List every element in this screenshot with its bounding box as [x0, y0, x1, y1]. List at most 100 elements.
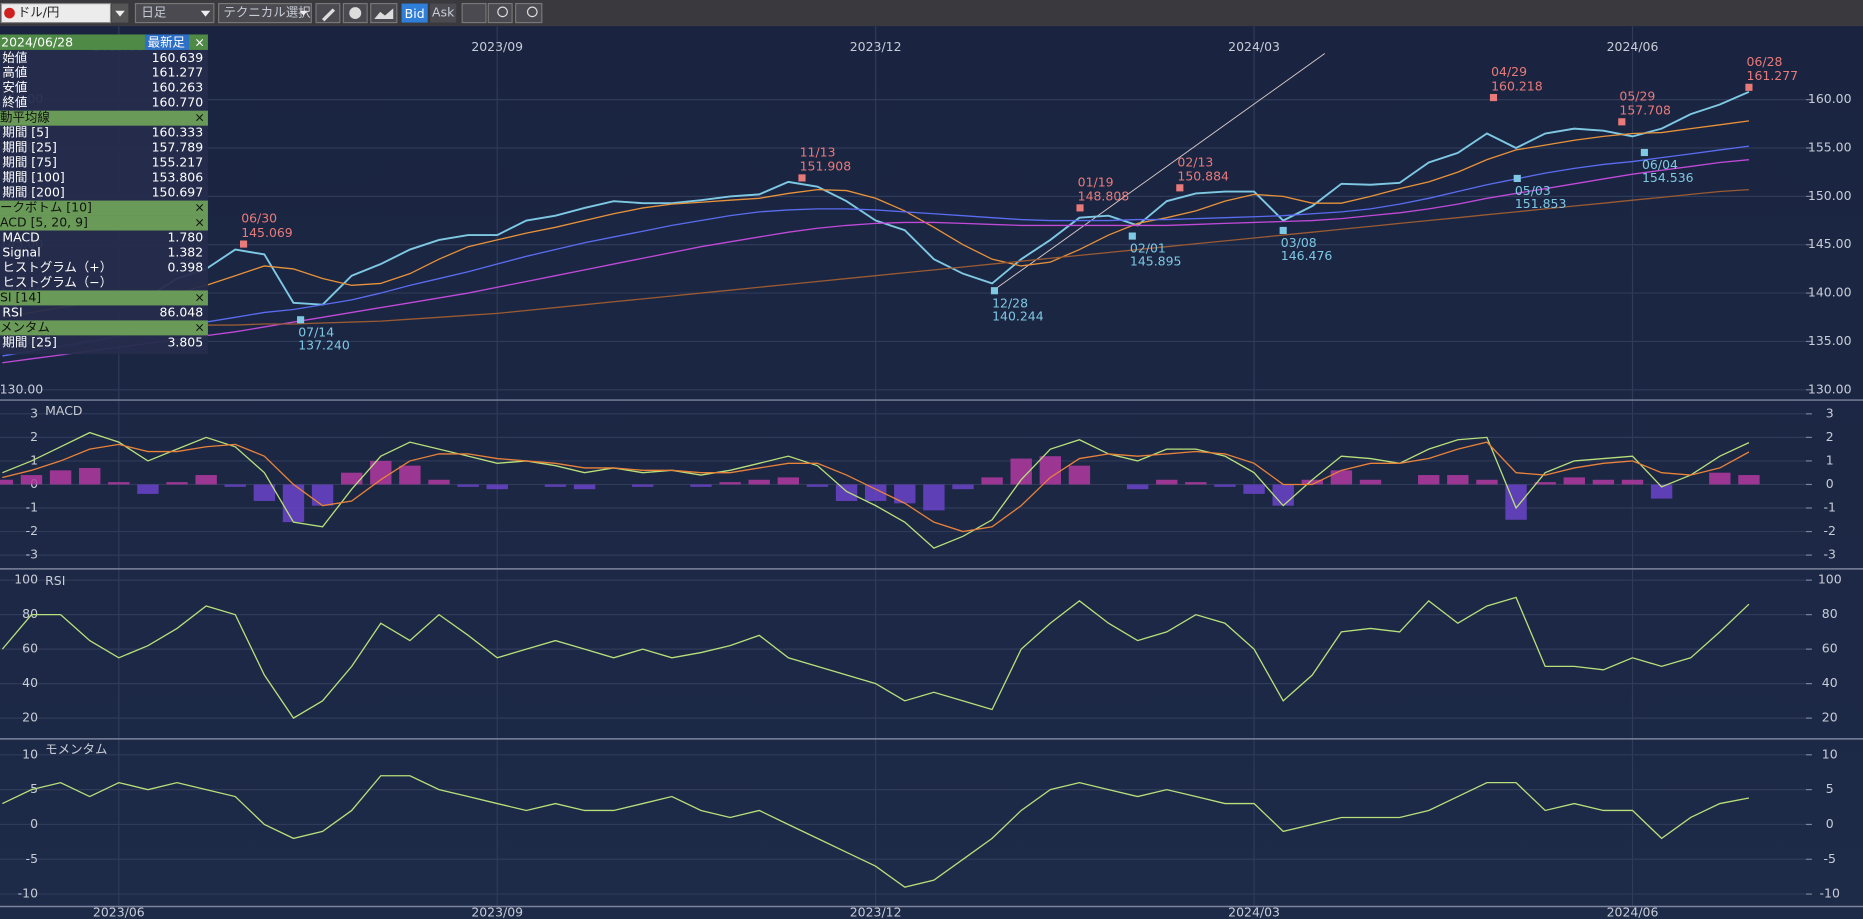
symbol-select[interactable]: [0, 2, 112, 24]
series-line: [1, 91, 1750, 314]
y-tick-label-right: 2: [1826, 429, 1834, 444]
close-button[interactable]: ×: [194, 215, 204, 230]
histogram-bar: [0, 479, 14, 485]
y-tick-label-right: 155.00: [1808, 140, 1852, 155]
zoom-in-button[interactable]: [515, 2, 543, 24]
y-tick-label-right: -3: [1824, 547, 1836, 562]
info-value: 161.277: [152, 65, 204, 80]
info-value: 1.780: [167, 230, 203, 245]
histogram-bar: [370, 460, 392, 485]
badge-text: 最新足: [148, 34, 186, 49]
y-tick-label-right: 100: [1818, 572, 1842, 587]
info-label: ヒストグラム（−）: [2, 274, 112, 289]
series-line: [1, 596, 1750, 719]
extreme-value: 148.808: [1078, 189, 1130, 204]
y-tick-label-right: -1: [1824, 500, 1836, 515]
close-button[interactable]: ×: [194, 110, 204, 125]
extreme-marker: [1640, 148, 1648, 157]
y-tick-label-left: 10: [22, 746, 38, 761]
series-line: [2, 775, 1750, 888]
extreme-date: 04/29: [1491, 64, 1527, 79]
symbol-text: ドル/円: [18, 5, 60, 20]
info-label: 期間 [25]: [2, 140, 56, 155]
histogram-bar: [573, 484, 596, 490]
ask-button[interactable]: [430, 3, 457, 23]
info-label: 終値: [2, 95, 27, 110]
histogram-bar: [1505, 484, 1527, 520]
timeframe-text: 日足: [141, 5, 166, 20]
indicator-button[interactable]: [461, 2, 487, 24]
extreme-value: 161.277: [1747, 68, 1799, 83]
histogram-bar: [1650, 484, 1673, 499]
time-label-top: 2024/03: [1228, 39, 1280, 54]
extreme-marker: [1176, 184, 1184, 192]
time-label-bottom: 2024/06: [1607, 905, 1659, 919]
info-label: 期間 [75]: [2, 155, 56, 170]
histogram-bar: [1534, 482, 1556, 485]
info-value: 160.770: [152, 95, 204, 110]
y-tick-label-right: 60: [1822, 641, 1838, 656]
close-button[interactable]: ×: [194, 200, 204, 215]
info-value: 160.639: [152, 50, 204, 65]
y-tick-label-right: 0: [1826, 816, 1834, 831]
histogram-bar: [632, 484, 654, 487]
info-label: RSI: [2, 304, 22, 319]
histogram-bar: [1563, 477, 1585, 485]
histogram-bar: [1418, 475, 1440, 485]
extreme-date: 05/03: [1515, 183, 1551, 198]
y-tick-label-left: 100: [14, 572, 38, 587]
histogram-bar: [1156, 479, 1178, 485]
dropdown-arrow: [299, 10, 308, 16]
histogram-bar: [719, 482, 741, 485]
trend-line: [991, 53, 1326, 292]
extreme-marker: [1279, 226, 1287, 235]
histogram-bar: [835, 484, 858, 501]
series-line: [2, 188, 1749, 327]
zoom-icon: [526, 6, 538, 18]
y-tick-label-right: 80: [1822, 606, 1838, 621]
info-label: 期間 [100]: [2, 170, 64, 185]
close-button[interactable]: ×: [194, 34, 204, 49]
section-bg: [0, 290, 208, 306]
y-tick-label-right: 3: [1826, 405, 1834, 420]
y-tick-label-right: 5: [1826, 781, 1834, 796]
y-tick-label-left: 2: [30, 429, 38, 444]
time-label-top: 2023/12: [850, 39, 902, 54]
timeframe-select[interactable]: [134, 2, 215, 24]
section-bg: [0, 110, 208, 126]
histogram-bar: [1447, 475, 1469, 485]
info-label: 期間 [200]: [2, 185, 64, 200]
bid-button[interactable]: [401, 3, 428, 23]
y-tick-label-right: 135.00: [1808, 333, 1852, 348]
series-line: [2, 120, 1750, 318]
close-button[interactable]: ×: [194, 289, 204, 304]
y-tick-label-left: -10: [18, 886, 38, 901]
y-tick-label-left: 80: [22, 606, 38, 621]
section-title: SI [14]: [0, 289, 41, 304]
extreme-date: 05/29: [1619, 88, 1655, 103]
extreme-value: 140.244: [992, 308, 1044, 323]
extreme-value: 151.853: [1515, 196, 1567, 211]
histogram-bar: [1330, 470, 1353, 485]
extreme-marker: [798, 174, 806, 182]
y-tick-label-left: -2: [26, 523, 38, 538]
histogram-bar: [1068, 465, 1091, 485]
extreme-date: 03/08: [1281, 235, 1317, 250]
histogram-bar: [1243, 484, 1265, 494]
histogram-bar: [79, 467, 101, 485]
section-bg: [0, 200, 208, 216]
technical-select[interactable]: [218, 2, 312, 24]
y-tick-label-right: -5: [1824, 851, 1836, 866]
pen-icon: [321, 8, 336, 22]
info-value: 160.333: [152, 125, 204, 140]
time-label-top: 2024/06: [1607, 39, 1659, 54]
info-label: 期間 [5]: [2, 125, 49, 140]
histogram-bar: [894, 484, 916, 504]
zoom-out-button[interactable]: [487, 2, 513, 24]
close-button[interactable]: ×: [194, 319, 204, 334]
info-value: 160.263: [152, 80, 204, 95]
y-tick-label-right: 130.00: [1808, 381, 1852, 396]
histogram-bar: [428, 479, 450, 485]
histogram-bar: [544, 484, 567, 487]
